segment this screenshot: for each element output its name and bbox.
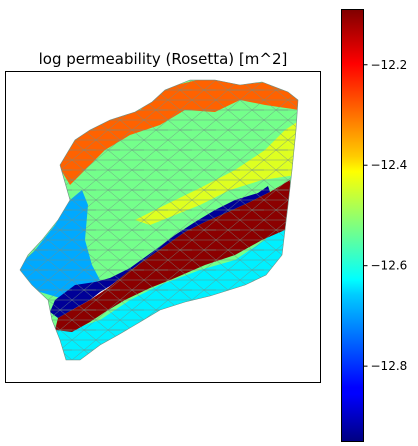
colorbar-tick-label: −12.4 — [371, 158, 408, 172]
colorbar-tick-label: −12.8 — [371, 359, 408, 373]
chart-title: log permeability (Rosetta) [m^2] — [39, 50, 288, 68]
colorbar-ticks: −12.2 −12.4 −12.6 −12.8 — [364, 58, 408, 373]
colorbar-tick-label: −12.2 — [371, 58, 408, 72]
colorbar — [342, 10, 364, 442]
colorbar-tick-label: −12.6 — [371, 259, 408, 273]
